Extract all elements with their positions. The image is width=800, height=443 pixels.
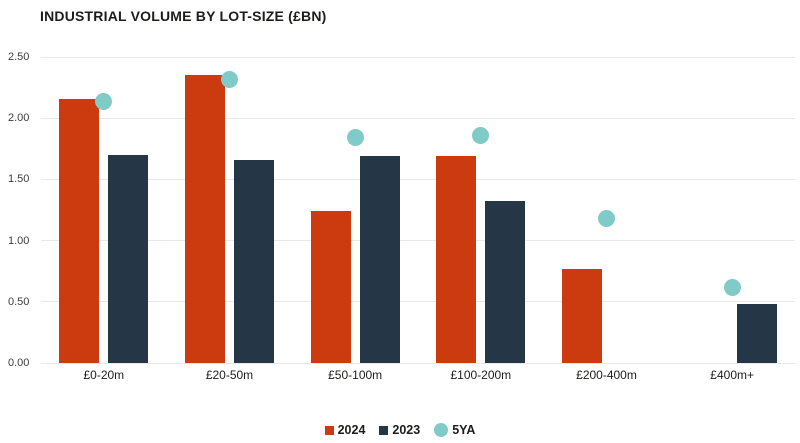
x-axis-label: £20-50m [205, 368, 254, 382]
x-axis-label: £100-200m [450, 368, 512, 382]
bar-2023 [736, 304, 777, 363]
chart-title: INDUSTRIAL VOLUME BY LOT-SIZE (£BN) [40, 8, 327, 24]
bar-2024 [562, 268, 602, 363]
5ya-dot [346, 129, 364, 147]
x-axis-label: £50-100m [328, 368, 383, 382]
y-tick-label: 2.00 [8, 112, 30, 125]
5ya-dot [723, 278, 741, 296]
bar-2024 [185, 75, 225, 363]
5ya-dot [472, 126, 490, 144]
y-tick-label: 1.50 [8, 173, 30, 186]
legend-label-2024: 2024 [337, 423, 366, 437]
x-axis-label: £200-400m [576, 368, 637, 382]
legend-item-2023: 2023 [379, 423, 420, 437]
bar-2023 [108, 154, 149, 363]
legend-swatch-2023 [379, 425, 389, 435]
bar-2023 [485, 201, 526, 363]
legend: 2024 2023 5YA [0, 423, 800, 437]
gridline [41, 117, 795, 119]
bar-2024 [59, 98, 100, 363]
y-tick-label: 0.50 [8, 295, 30, 308]
bar-2023 [234, 159, 274, 363]
bar-2023 [359, 156, 400, 363]
legend-label-2023: 2023 [392, 423, 421, 437]
y-tick-label: 0.00 [8, 357, 30, 369]
bar-2024 [310, 211, 351, 363]
legend-item-5ya: 5YA [434, 423, 475, 437]
y-tick-label: 1.00 [8, 234, 30, 247]
legend-item-2024: 2024 [324, 423, 366, 437]
gridline [41, 301, 795, 303]
5ya-dot [221, 70, 238, 88]
5ya-dot [95, 92, 113, 110]
x-axis-label: £0-20m [83, 368, 125, 382]
y-tick-label: 2.50 [8, 51, 30, 63]
gridline [41, 56, 795, 58]
gridline [41, 178, 795, 180]
legend-swatch-5ya [434, 423, 449, 437]
gridline [41, 240, 795, 242]
bar-2024 [436, 156, 477, 363]
gridline [41, 362, 795, 364]
legend-label-5ya: 5YA [452, 423, 476, 437]
5ya-dot [598, 210, 615, 228]
legend-swatch-2024 [324, 425, 334, 435]
x-axis-label: £400m+ [710, 368, 754, 382]
